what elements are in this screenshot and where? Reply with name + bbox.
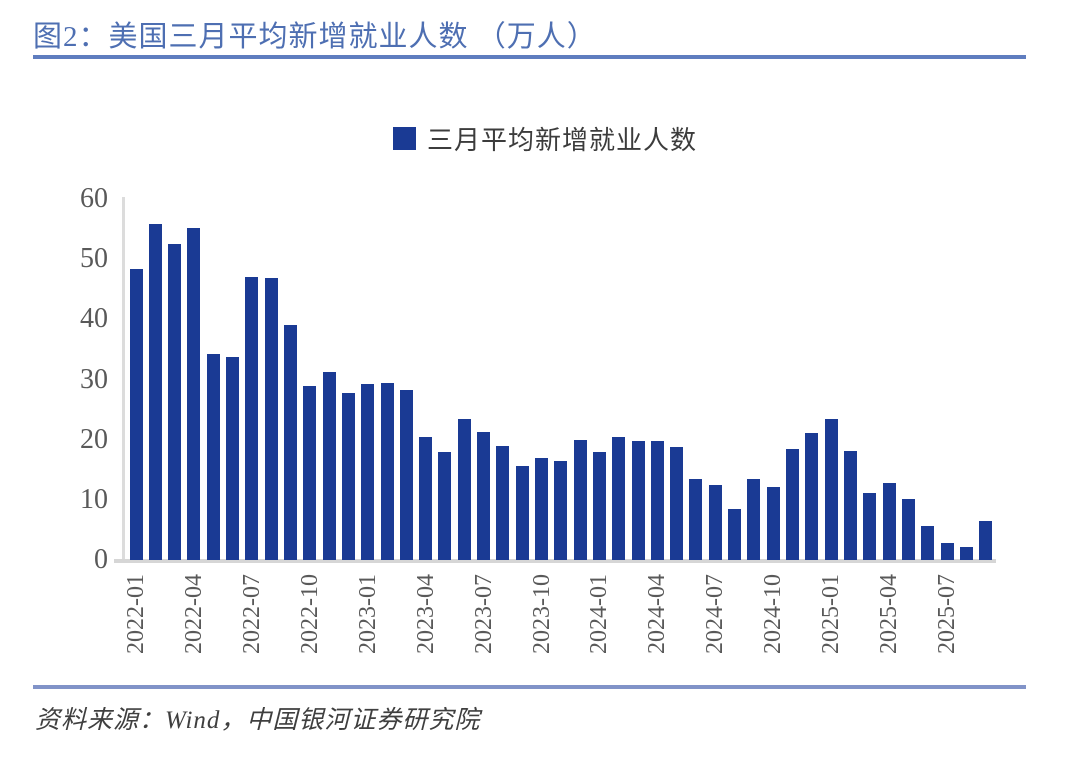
bar-2023-07 (477, 432, 491, 560)
bar-2024-02 (612, 436, 626, 560)
x-tick-2022-07: 2022-07 (238, 574, 265, 654)
bar-2022-08 (264, 278, 278, 560)
bar-2022-04 (187, 227, 201, 560)
x-tick-2024-01: 2024-01 (586, 574, 613, 654)
bar-2025-08 (959, 547, 973, 560)
legend-label: 三月平均新增就业人数 (427, 126, 698, 155)
bar-2024-04 (650, 441, 664, 560)
bar-2024-10 (766, 487, 780, 560)
bar-2023-02 (380, 382, 394, 560)
bar-2022-05 (206, 354, 220, 560)
bar-2023-06 (457, 418, 471, 560)
x-tick-2024-04: 2024-04 (644, 574, 671, 654)
bar-2025-04 (882, 482, 896, 560)
bar-2023-10 (535, 458, 548, 560)
source-note: 资料来源：Wind，中国银河证券研究院 (35, 707, 481, 734)
bar-2022-01 (129, 269, 143, 560)
bar-2025-01 (824, 419, 838, 560)
bar-2025-06 (921, 525, 935, 560)
bar-2024-12 (805, 433, 819, 560)
chart-legend: 三月平均新增就业人数 (393, 120, 697, 157)
legend-color-swatch (393, 127, 416, 150)
footer-divider (33, 685, 1026, 689)
bar-2022-02 (148, 223, 162, 560)
bar-2022-11 (322, 372, 336, 560)
bar-2022-06 (226, 356, 240, 560)
bar-2023-03 (399, 390, 413, 560)
bar-2025-07 (940, 542, 954, 560)
bar-2024-09 (747, 478, 761, 560)
y-tick-30: 30 (80, 363, 108, 395)
bar-2024-08 (728, 508, 742, 560)
x-tick-2024-10: 2024-10 (760, 574, 787, 654)
x-tick-2022-04: 2022-04 (180, 574, 207, 654)
x-tick-2023-01: 2023-01 (354, 574, 381, 654)
bar-2022-09 (283, 325, 297, 560)
x-tick-2023-10: 2023-10 (528, 574, 555, 654)
x-tick-2023-07: 2023-07 (470, 574, 497, 654)
bar-2022-10 (303, 385, 317, 560)
bar-2024-11 (786, 449, 800, 560)
bar-2024-06 (689, 479, 703, 560)
x-tick-2025-07: 2025-07 (934, 574, 961, 654)
x-tick-2024-07: 2024-07 (702, 574, 729, 654)
title-divider (33, 55, 1026, 59)
x-axis-line (114, 559, 996, 563)
bar-2023-08 (496, 445, 510, 560)
x-tick-2022-01: 2022-01 (123, 574, 149, 654)
bar-2025-05 (901, 499, 915, 560)
bar-2024-01 (592, 452, 606, 560)
x-tick-2023-04: 2023-04 (412, 574, 439, 654)
y-tick-10: 10 (80, 483, 108, 515)
y-tick-50: 50 (80, 243, 108, 275)
y-tick-60: 60 (80, 183, 108, 214)
bar-2023-05 (438, 452, 452, 560)
x-tick-2025-01: 2025-01 (818, 574, 845, 654)
figure-title: 图2：美国三月平均新增就业人数 （万人） (33, 21, 597, 53)
y-tick-0: 0 (94, 544, 108, 575)
x-tick-2022-10: 2022-10 (296, 574, 323, 654)
bar-2023-04 (419, 436, 433, 560)
bar-2022-12 (341, 393, 355, 560)
x-tick-2025-04: 2025-04 (876, 574, 903, 654)
bar-2023-12 (573, 439, 587, 560)
bar-2023-11 (554, 461, 568, 560)
bar-2025-03 (863, 492, 877, 560)
y-axis-line (122, 197, 125, 561)
bar-2023-09 (515, 465, 529, 560)
bar-2023-01 (361, 383, 375, 560)
bar-2025-09 (979, 521, 993, 560)
bar-2022-07 (245, 276, 259, 560)
y-tick-20: 20 (80, 423, 108, 455)
y-tick-40: 40 (80, 303, 108, 335)
bar-2024-03 (631, 441, 645, 560)
bar-2024-07 (708, 484, 722, 560)
bar-2024-05 (670, 447, 684, 560)
bar-2025-02 (843, 451, 857, 560)
bar-2022-03 (168, 244, 182, 560)
